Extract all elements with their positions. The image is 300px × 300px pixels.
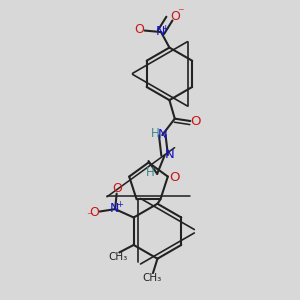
Text: ⁻: ⁻	[86, 210, 93, 223]
Text: N: N	[158, 128, 168, 141]
Text: +: +	[116, 200, 123, 209]
Text: H: H	[151, 128, 160, 140]
Text: O: O	[89, 206, 99, 219]
Text: N: N	[155, 25, 165, 38]
Text: N: N	[165, 148, 175, 161]
Text: H: H	[146, 167, 155, 179]
Text: O: O	[190, 115, 201, 128]
Text: O: O	[170, 10, 180, 23]
Text: ⁻: ⁻	[177, 6, 184, 19]
Text: O: O	[135, 23, 145, 36]
Text: +: +	[161, 24, 169, 33]
Text: CH₃: CH₃	[143, 273, 162, 284]
Text: N: N	[110, 202, 119, 215]
Text: O: O	[112, 182, 122, 195]
Text: CH₃: CH₃	[108, 252, 128, 262]
Text: O: O	[169, 171, 180, 184]
